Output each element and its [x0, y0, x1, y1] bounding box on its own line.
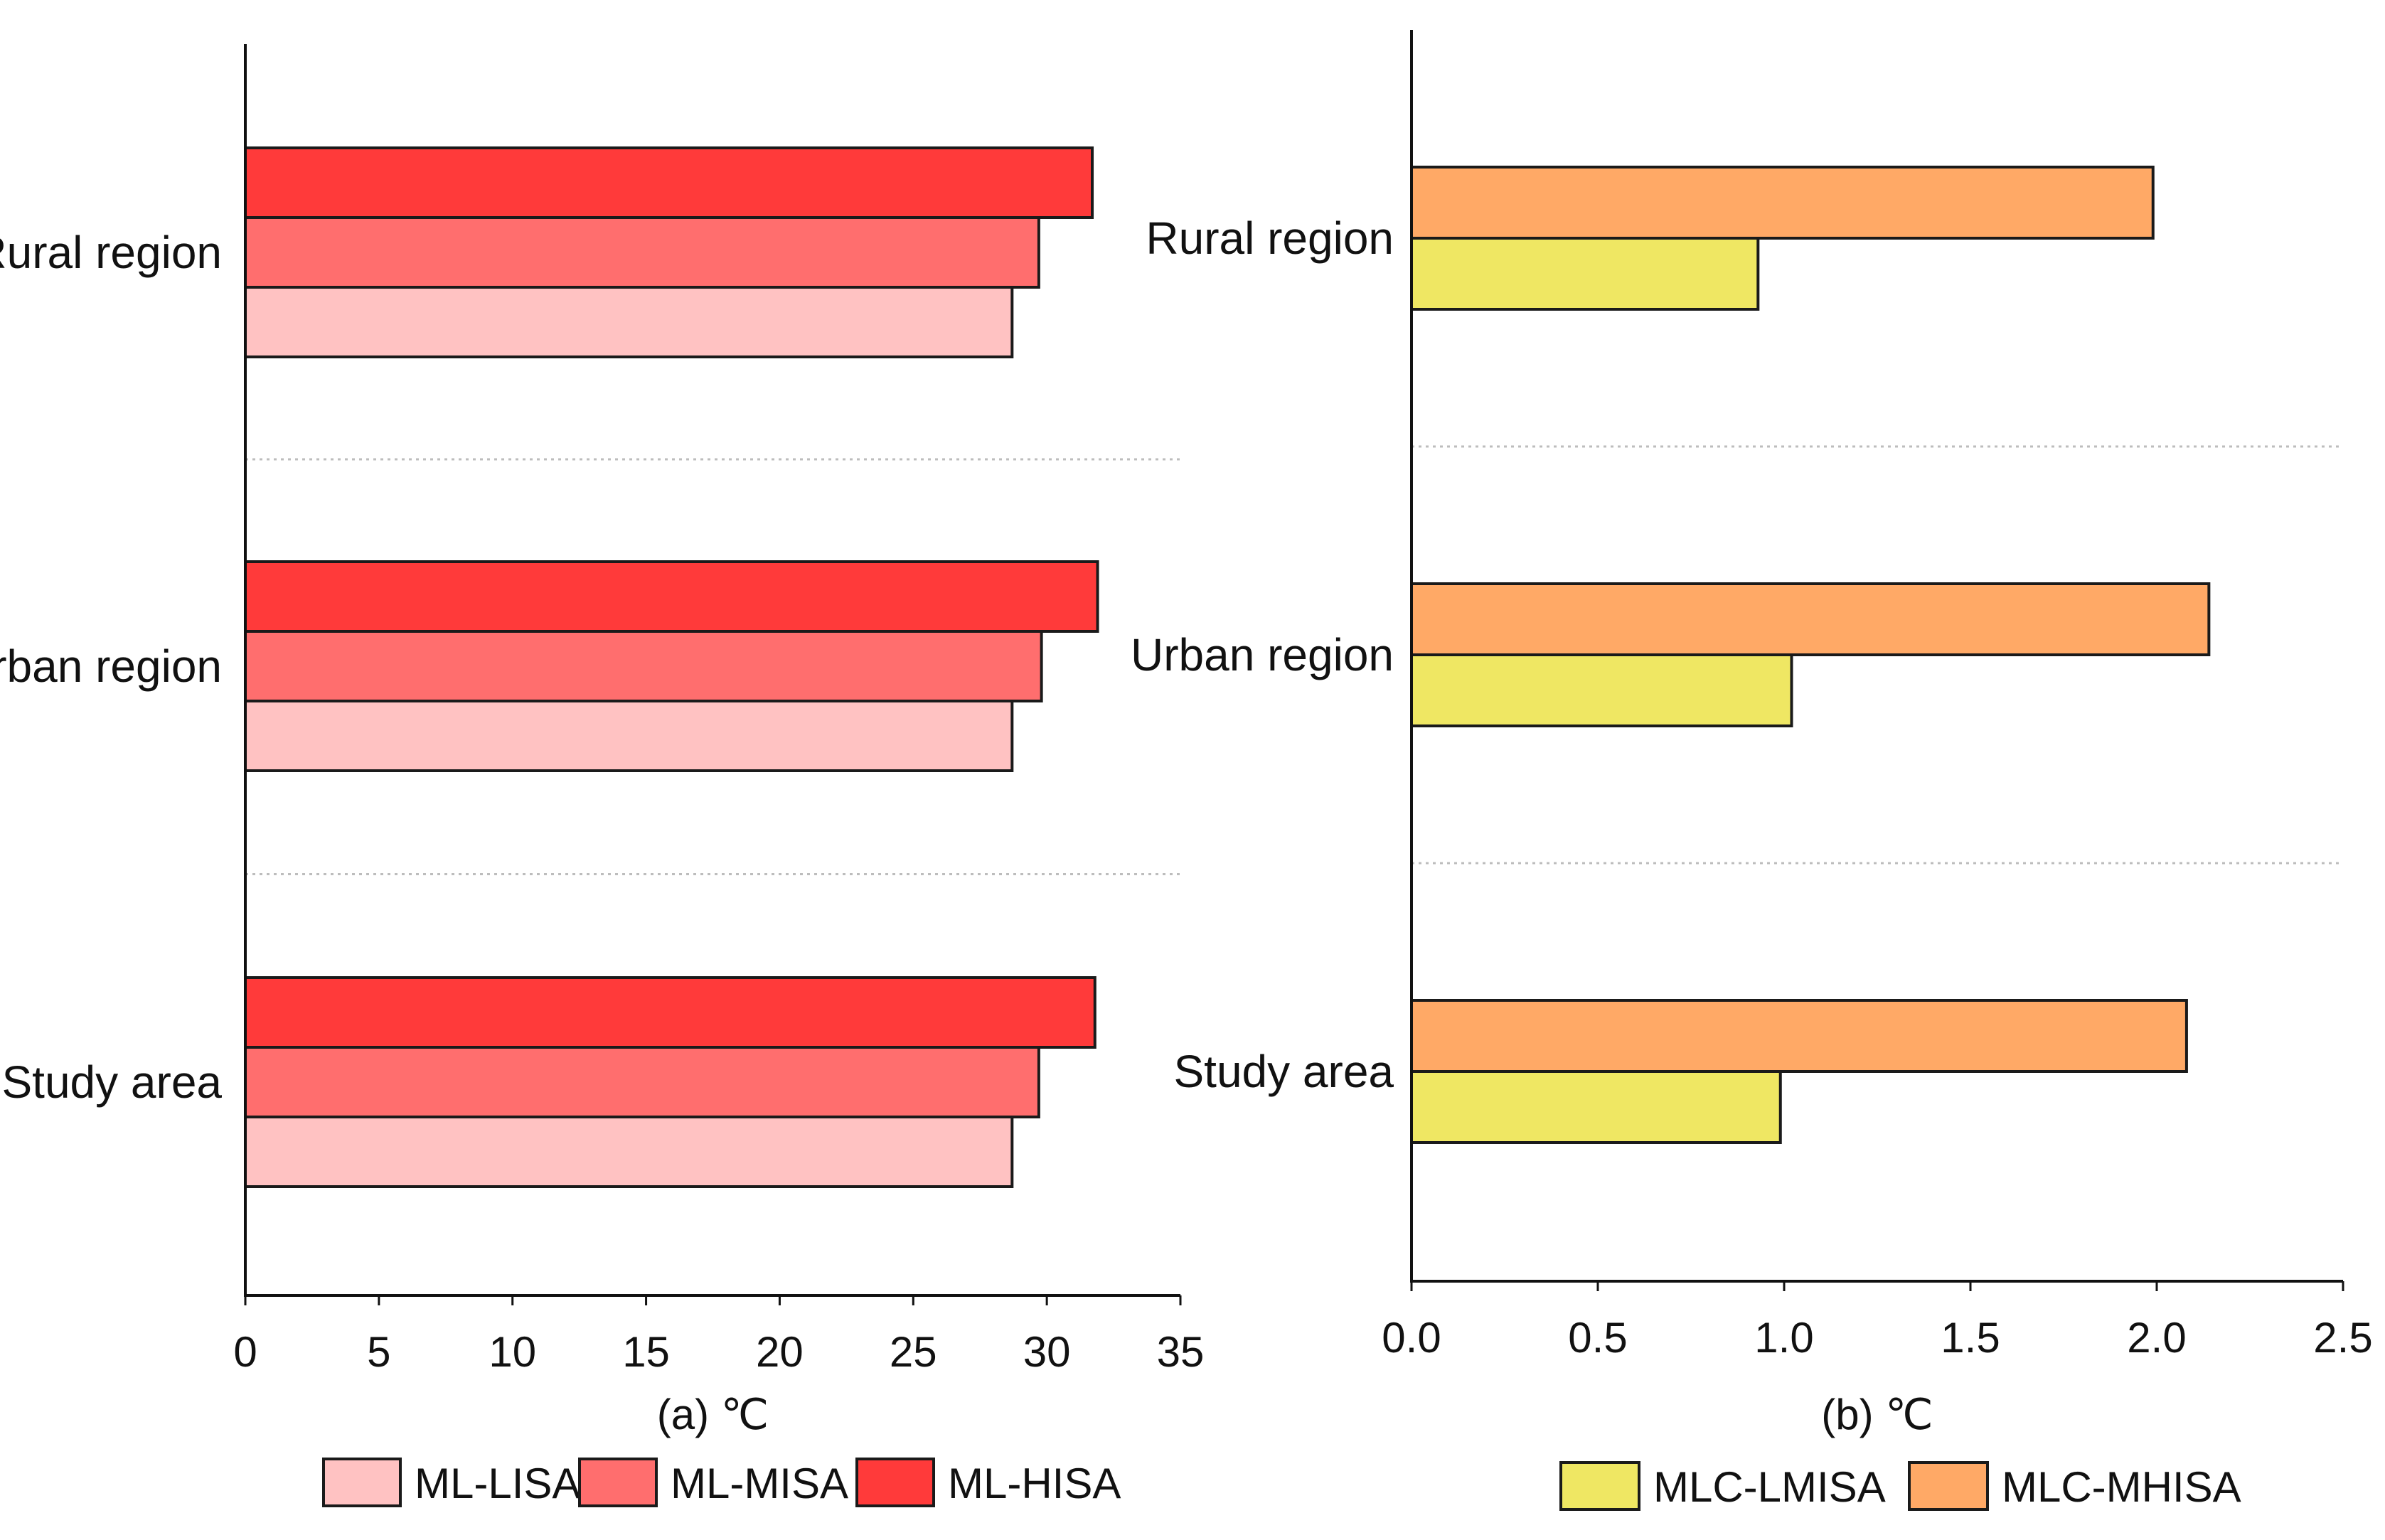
bar-ml-hisa-urban-region — [244, 560, 1099, 633]
bar-ml-misa-rural-region — [244, 216, 1040, 289]
category-label-urban-region: Urban region — [0, 641, 222, 692]
x-tick-label: 5 — [367, 1328, 390, 1376]
x-tick-label: 1.5 — [1941, 1314, 2000, 1362]
x-tick-label: 35 — [1157, 1328, 1205, 1376]
bar-mlc-mhisa-rural-region — [1410, 166, 2155, 240]
legend-swatch-ml-lisa — [322, 1458, 402, 1507]
legend-label-mlc-lmisa: MLC-LMISA — [1653, 1463, 1886, 1511]
x-tick-label: 10 — [489, 1328, 536, 1376]
category-label-rural-region: Rural region — [1146, 213, 1394, 264]
bar-mlc-lmisa-study-area — [1410, 1070, 1782, 1144]
x-tick-label: 0.0 — [1382, 1314, 1441, 1362]
bar-ml-hisa-study-area — [244, 976, 1097, 1049]
legend-swatch-ml-hisa — [855, 1458, 935, 1507]
legend-label-mlc-mhisa: MLC-MHISA — [2002, 1463, 2241, 1511]
x-axis-label: (b) ℃ — [1821, 1391, 1933, 1438]
category-label-study-area: Study area — [1, 1057, 222, 1108]
legend-swatch-ml-misa — [578, 1458, 658, 1507]
x-tick-label: 30 — [1023, 1328, 1071, 1376]
x-axis-label: (a) ℃ — [657, 1391, 769, 1438]
bar-ml-misa-urban-region — [244, 630, 1043, 702]
chart-a-temperature: Study area Urban region Rural region 0 5 10 15… — [0, 44, 1204, 1507]
bar-mlc-mhisa-study-area — [1410, 999, 2188, 1073]
x-tick-label: 0.5 — [1568, 1314, 1627, 1362]
bar-ml-misa-study-area — [244, 1046, 1040, 1118]
bar-ml-lisa-study-area — [244, 1116, 1014, 1188]
x-tick-label: 2.0 — [2127, 1314, 2186, 1362]
bar-ml-hisa-rural-region — [244, 146, 1094, 219]
bar-mlc-lmisa-rural-region — [1410, 237, 1760, 311]
x-tick-label: 0 — [233, 1328, 257, 1376]
bar-mlc-mhisa-urban-region — [1410, 582, 2211, 656]
x-tick-label: 2.5 — [2313, 1314, 2372, 1362]
legend-label-ml-lisa: ML-LISA — [415, 1460, 580, 1507]
x-tick-label: 15 — [622, 1328, 670, 1376]
x-tick-label: 20 — [756, 1328, 804, 1376]
legend-swatch-mlc-lmisa — [1559, 1461, 1640, 1511]
bar-ml-lisa-urban-region — [244, 700, 1014, 772]
chart-b-temperature-difference: Study area Urban region Rural region 0.0 0.5… — [1131, 30, 2373, 1511]
legend-label-ml-misa: ML-MISA — [671, 1460, 848, 1507]
bar-mlc-lmisa-urban-region — [1410, 653, 1793, 727]
category-label-urban-region: Urban region — [1131, 629, 1394, 680]
x-tick-label: 25 — [890, 1328, 937, 1376]
category-label-study-area: Study area — [1173, 1046, 1394, 1097]
legend-label-ml-hisa: ML-HISA — [948, 1460, 1121, 1507]
legend-swatch-mlc-mhisa — [1908, 1461, 1989, 1511]
bar-ml-lisa-rural-region — [244, 286, 1014, 358]
x-tick-label: 1.0 — [1754, 1314, 1813, 1362]
category-label-rural-region: Rural region — [0, 227, 222, 278]
